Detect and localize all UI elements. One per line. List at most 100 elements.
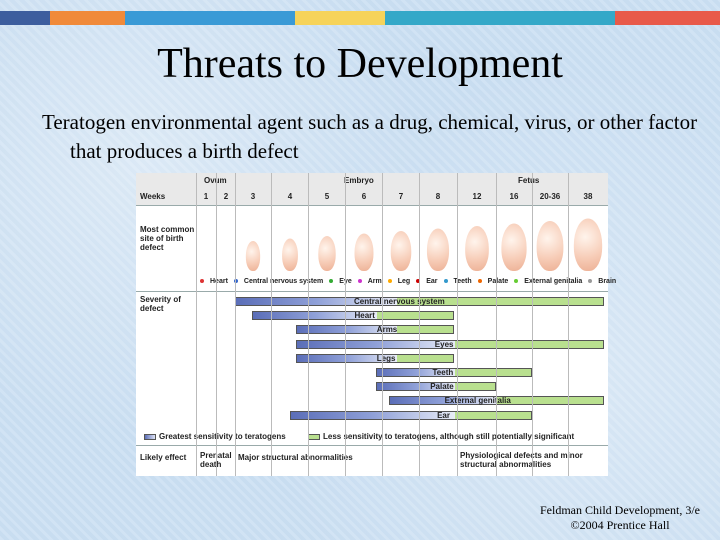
site-legend-item: Eye [329, 278, 352, 285]
severity-bar-low [497, 397, 603, 405]
legend-dot [416, 279, 421, 284]
week-label: 3 [250, 192, 256, 201]
severity-bar-high [390, 397, 497, 405]
severity-bar-low [455, 369, 531, 376]
severity-bar-label: External genitalia [444, 396, 511, 406]
divider [136, 291, 608, 292]
top-color-stripe [0, 11, 720, 25]
column-gridline [568, 173, 569, 476]
embryo-illustration [501, 223, 527, 271]
week-label: 7 [398, 192, 404, 201]
key-less-swatch [308, 433, 320, 440]
effect-physio: Physiological defects and minor structur… [460, 451, 583, 469]
week-label: 8 [435, 192, 441, 201]
embryo-illustration [573, 218, 603, 271]
column-gridline [216, 173, 217, 476]
severity-bar-high [297, 326, 397, 334]
key-greatest: Greatest sensitivity to teratogens [144, 432, 286, 441]
week-label: 20-36 [539, 192, 561, 201]
severity-bar-label: Arms [376, 325, 398, 335]
stripe-segment [0, 11, 50, 25]
site-legend-item: Central nervous system [233, 278, 323, 285]
severity-bar-low [397, 298, 603, 305]
severity-bar [290, 410, 532, 420]
severity-bar-high [297, 340, 455, 348]
legend-dot [443, 279, 448, 284]
effect-major: Major structural abnormalities [238, 453, 353, 462]
week-label: 16 [509, 192, 519, 201]
column-gridline [457, 173, 458, 476]
legend-dot [357, 279, 362, 284]
legend-dot [588, 279, 593, 284]
severity-bar-label: Teeth [432, 368, 454, 377]
severity-bar-low [377, 312, 453, 320]
column-gridline [345, 173, 346, 476]
embryo-illustration [245, 241, 261, 271]
site-legend-item: Leg [387, 278, 410, 285]
period-ovum: Ovum [204, 176, 227, 185]
divider [136, 445, 608, 446]
column-gridline [308, 173, 309, 476]
legend-dot [329, 279, 334, 284]
column-gridline [532, 173, 533, 476]
severity-bar-high [291, 411, 455, 419]
slide-title: Threats to Development [157, 41, 563, 87]
key-less: Less sensitivity to teratogens, although… [308, 432, 574, 441]
severity-bar [296, 325, 454, 335]
severity-bar-high [236, 298, 397, 305]
column-gridline [196, 173, 197, 476]
week-label: 12 [472, 192, 482, 201]
severity-bar-label: Central nervous system [354, 297, 445, 306]
legend-dot [387, 279, 392, 284]
severity-bar-low [397, 326, 453, 334]
column-gridline [382, 173, 383, 476]
severity-bar-label: Heart [354, 311, 375, 321]
severity-bar [376, 382, 496, 392]
site-legend-item: Ear [416, 278, 438, 285]
credit-line-1: Feldman Child Development, 3/e [540, 503, 700, 517]
credit-line-2: ©2004 Prentice Hall [570, 518, 670, 532]
embryo-illustration [318, 236, 336, 271]
column-gridline [235, 173, 236, 476]
embryo-illustration [465, 226, 489, 271]
effect-label: Likely effect [140, 453, 187, 462]
severity-bar-low [455, 383, 495, 391]
stripe-segment [615, 11, 720, 25]
severity-bar-low [455, 340, 603, 348]
period-embryo: Embryo [344, 176, 374, 185]
embryo-illustration [390, 231, 412, 271]
week-label: 5 [324, 192, 330, 201]
column-gridline [271, 173, 272, 476]
slide-body-text: Teratogen environmental agent such as a … [42, 110, 698, 163]
week-label: 2 [223, 192, 229, 201]
embryo-illustration [354, 233, 374, 271]
effect-prenatal: Prenatal death [200, 451, 232, 469]
column-gridline [419, 173, 420, 476]
site-legend-item: Arm [357, 278, 382, 285]
severity-bar-high [297, 354, 397, 362]
teratogen-sensitivity-diagram: Ovum Embryo Fetus Weeks 12345678121620-3… [136, 173, 616, 476]
key-greatest-swatch [144, 433, 156, 440]
stripe-segment [295, 11, 385, 25]
severity-bar-label: Ear [437, 410, 450, 420]
legend-dot [514, 279, 519, 284]
site-legend-item: Palate [477, 278, 508, 285]
week-label: 6 [361, 192, 367, 201]
severity-bar [252, 311, 454, 321]
column-gridline [496, 173, 497, 476]
severity-bar-label: Legs [376, 353, 396, 363]
severity-bar [296, 353, 454, 363]
weeks-label: Weeks [140, 192, 166, 201]
severity-bar-label: Eyes [434, 339, 454, 349]
diagram-header [136, 173, 608, 205]
severity-bar [376, 368, 532, 377]
legend-dot [200, 279, 204, 284]
severity-label: Severity of defect [140, 295, 181, 313]
severity-bar-low [455, 411, 531, 419]
severity-bar-low [397, 354, 453, 362]
embryo-illustration [282, 238, 298, 271]
week-label: 4 [287, 192, 293, 201]
week-label: 1 [203, 192, 209, 201]
stripe-segment [385, 11, 615, 25]
severity-bar-high [377, 383, 455, 391]
